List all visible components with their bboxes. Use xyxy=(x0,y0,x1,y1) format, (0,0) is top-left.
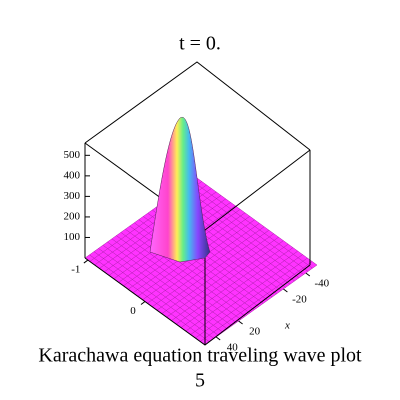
chart-title: t = 0. xyxy=(179,33,221,55)
mesh-line xyxy=(171,240,284,321)
mesh-line xyxy=(200,261,313,342)
x-axis-label: x xyxy=(284,320,290,332)
z-tick-label: 200 xyxy=(64,210,81,222)
mesh-line xyxy=(102,244,224,333)
mesh-line xyxy=(187,184,309,272)
z-tick-label: 500 xyxy=(64,149,81,161)
mesh-line xyxy=(180,247,294,328)
mesh-line xyxy=(120,232,241,320)
mesh-line xyxy=(183,187,304,275)
box-edge xyxy=(84,257,311,346)
y-tick-label: 0 xyxy=(130,305,136,317)
mesh-line xyxy=(111,238,233,327)
mesh-line xyxy=(176,243,289,325)
caption: 5 xyxy=(195,370,205,392)
box-edge xyxy=(84,61,311,151)
surface-plane xyxy=(84,177,318,346)
mesh-line xyxy=(129,225,250,314)
y-tick xyxy=(140,301,146,305)
x-tick xyxy=(238,320,243,325)
y-tick xyxy=(83,259,89,264)
mesh-line xyxy=(161,233,274,314)
z-tick-label: 300 xyxy=(64,190,81,202)
caption: Karachawa equation traveling wave plot xyxy=(38,345,362,367)
z-tick-label: 100 xyxy=(64,231,81,243)
mesh-line xyxy=(107,241,228,330)
x-tick xyxy=(215,336,221,341)
x-tick-label: 20 xyxy=(249,326,261,338)
x-tick-label: -20 xyxy=(292,294,307,306)
mesh-line xyxy=(185,250,298,332)
wave-peak xyxy=(149,116,211,263)
x-tick-label: -40 xyxy=(314,278,329,290)
mesh-line xyxy=(204,264,318,346)
mesh-line xyxy=(195,257,308,339)
mesh-line xyxy=(156,229,270,311)
mesh-line xyxy=(166,236,279,318)
mesh-line xyxy=(142,219,255,300)
x-tick xyxy=(305,272,311,277)
mesh-line xyxy=(93,251,215,339)
z-tick-label: 400 xyxy=(64,169,81,181)
mesh-line xyxy=(125,228,246,317)
y-tick-label: -1 xyxy=(71,264,80,276)
mesh-line xyxy=(89,254,210,343)
x-tick xyxy=(283,288,288,293)
mesh-line xyxy=(192,180,313,269)
mesh-line xyxy=(196,177,318,266)
mesh-line xyxy=(152,226,265,307)
mesh-line xyxy=(98,248,219,336)
mesh-line xyxy=(190,254,303,335)
x-tick-label: 40 xyxy=(227,342,239,354)
mesh-line xyxy=(116,235,237,323)
mesh-line xyxy=(147,223,260,304)
